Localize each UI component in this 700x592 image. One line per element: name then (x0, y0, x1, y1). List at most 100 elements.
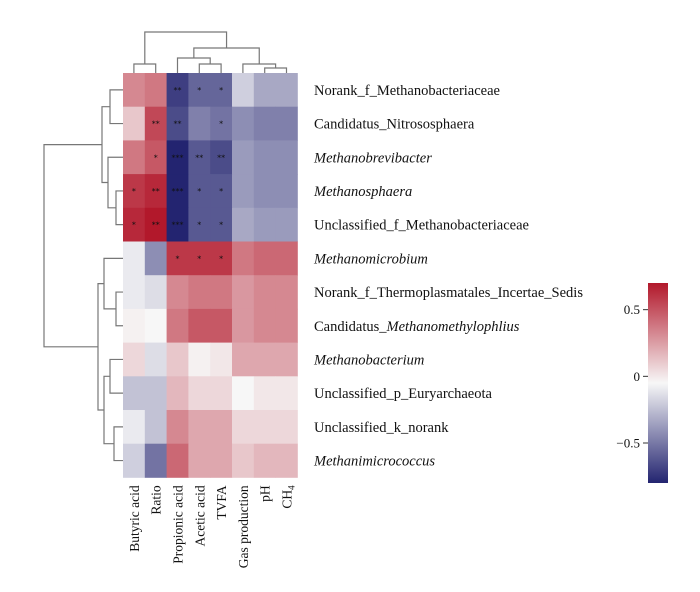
significance-mark: *** (172, 221, 184, 230)
heatmap-cell (144, 443, 167, 478)
heatmap-cell (210, 140, 233, 175)
significance-mark: ** (152, 221, 160, 230)
heatmap-cell (210, 73, 233, 108)
significance-mark: *** (172, 187, 184, 196)
heatmap-cell (275, 443, 298, 478)
row-dendrogram-branch (101, 106, 110, 184)
significance-mark: * (197, 86, 201, 95)
heatmap-cell (253, 174, 276, 209)
heatmap-cell (144, 376, 167, 411)
column-dendrogram (133, 31, 288, 73)
significance-mark: ** (174, 120, 182, 129)
heatmap-cell (210, 106, 233, 141)
heatmap-cell (123, 207, 146, 242)
significance-mark: * (154, 153, 158, 162)
heatmap-cell (144, 275, 167, 310)
heatmap-cell (275, 308, 298, 343)
significance-mark: * (132, 221, 136, 230)
column-label: pH (258, 485, 273, 502)
heatmap-cell (232, 410, 255, 445)
significance-mark: * (219, 187, 223, 196)
heatmap-cell (123, 308, 146, 343)
color-scale-bar (648, 283, 668, 483)
column-dendrogram-branch (176, 57, 211, 73)
heatmap-cell (210, 342, 233, 377)
significance-marks: ** * *** ** ** *** ** *** ** *** * ** ** *** * ** * * (132, 86, 225, 264)
row-label: Norank_f_Thermoplasmatales_Incertae_Sedi… (314, 285, 583, 301)
significance-mark: ** (152, 187, 160, 196)
heatmap-cell (188, 308, 211, 343)
heatmap-cell (166, 410, 189, 445)
column-label: Propionic acid (171, 485, 186, 564)
significance-mark: ** (195, 153, 203, 162)
heatmap-cell (144, 342, 167, 377)
row-dendrogram-branch (103, 257, 123, 310)
heatmap-cell (253, 342, 276, 377)
heatmap-cell (123, 140, 146, 175)
heatmap-cell (166, 106, 189, 141)
significance-mark: * (219, 254, 223, 263)
heatmap-cell (188, 207, 211, 242)
significance-mark: * (197, 187, 201, 196)
heatmap-cell (275, 140, 298, 175)
heatmap-cell (275, 342, 298, 377)
heatmap-cell (144, 106, 167, 141)
row-label: Norank_f_Methanobacteriaceae (314, 83, 500, 99)
row-dendrogram (43, 89, 123, 462)
heatmap-cell (275, 73, 298, 108)
color-scale-legend: 0.5 0 −0.5 (616, 283, 668, 483)
heatmap-cell (123, 342, 146, 377)
heatmap-cell (123, 174, 146, 209)
heatmap-cell (275, 410, 298, 445)
color-scale-tick-label: 0.5 (624, 302, 640, 317)
heatmap-cell (253, 376, 276, 411)
heatmap-cell (210, 275, 233, 310)
row-dendrogram-branch (115, 291, 123, 327)
significance-mark: * (219, 86, 223, 95)
heatmap-cell (188, 241, 211, 276)
heatmap-cell (144, 73, 167, 108)
heatmap-cell (166, 376, 189, 411)
row-label: Methanomicrobium (313, 251, 428, 267)
significance-mark: * (219, 221, 223, 230)
heatmap-cell (123, 410, 146, 445)
row-labels: Norank_f_Methanobacteriaceae Candidatus_N… (313, 83, 583, 470)
row-dendrogram-branch (109, 89, 123, 125)
heatmap-cell (232, 174, 255, 209)
heatmap-cell (123, 275, 146, 310)
column-label: CH4 (280, 485, 297, 509)
heatmap-cells (123, 73, 298, 478)
heatmap-cell (188, 410, 211, 445)
heatmap-cell (166, 308, 189, 343)
heatmap-cell (144, 241, 167, 276)
heatmap-cell (166, 275, 189, 310)
row-label: Methanobrevibacter (313, 150, 432, 166)
row-label: Unclassified_f_Methanobacteriaceae (314, 218, 529, 234)
heatmap-cell (232, 140, 255, 175)
heatmap-cell (275, 376, 298, 411)
heatmap-cell (275, 106, 298, 141)
heatmap-cell (166, 174, 189, 209)
row-dendrogram-branch (113, 426, 123, 462)
heatmap-cell (166, 140, 189, 175)
column-dendrogram-branch (264, 67, 288, 73)
heatmap-cell (232, 443, 255, 478)
heatmap-cell (275, 241, 298, 276)
heatmap-cell (144, 308, 167, 343)
significance-mark: * (219, 120, 223, 129)
significance-mark: * (197, 221, 201, 230)
significance-mark: ** (152, 120, 160, 129)
heatmap-cell (210, 308, 233, 343)
significance-mark: ** (174, 86, 182, 95)
heatmap-cell (253, 73, 276, 108)
heatmap-cell (210, 410, 233, 445)
heatmap-cell (123, 443, 146, 478)
heatmap-cell (188, 174, 211, 209)
heatmap-cell (253, 207, 276, 242)
heatmap-cell (210, 207, 233, 242)
significance-mark: *** (172, 153, 184, 162)
column-dendrogram-branch (133, 63, 157, 73)
heatmap-cell (166, 342, 189, 377)
